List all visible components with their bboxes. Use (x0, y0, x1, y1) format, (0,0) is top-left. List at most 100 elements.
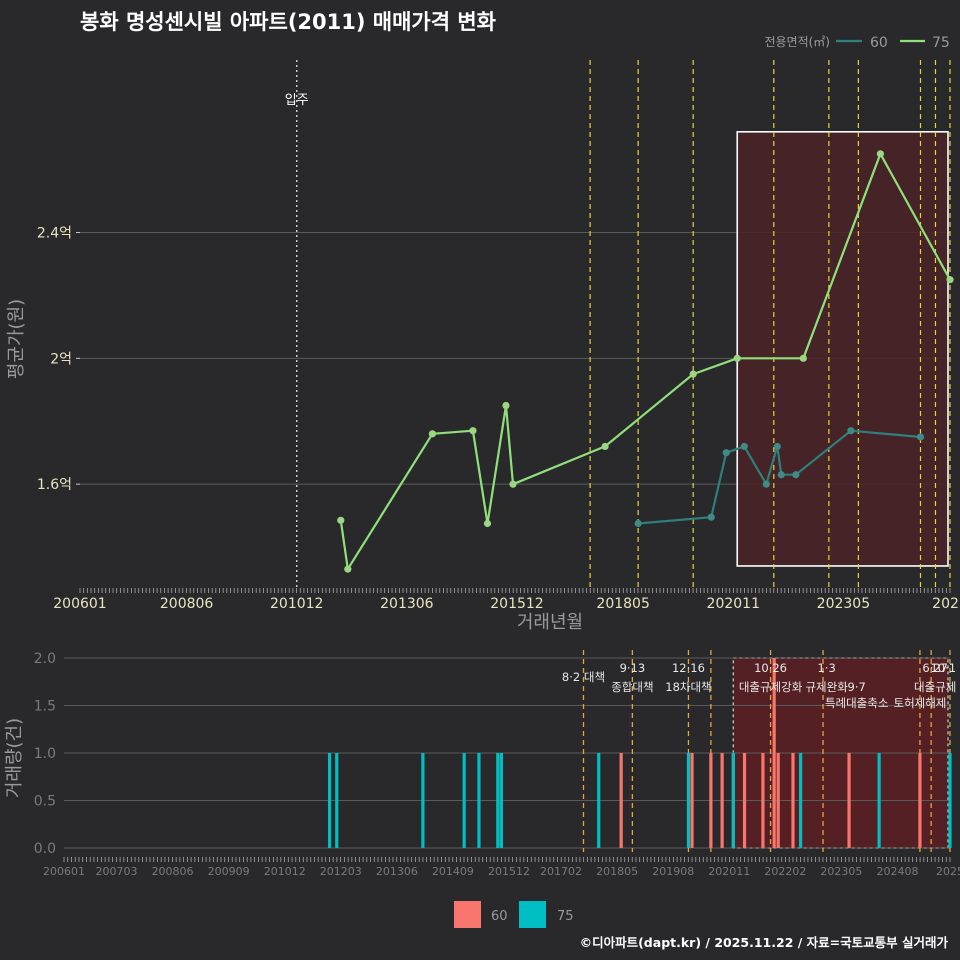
volume-bar-60 (761, 753, 765, 848)
data-point-75 (601, 442, 609, 451)
x-tick-label: 201306 (380, 596, 434, 612)
y-axis-title: 평균가(원) (6, 299, 27, 379)
volume-bar-75 (597, 753, 601, 848)
x-tick-label: 201908 (652, 865, 694, 878)
data-point-75 (946, 276, 954, 284)
policy-label: 18차대책 (665, 680, 711, 694)
x-tick-label: 2025 (936, 865, 960, 878)
volume-bar-60 (776, 753, 780, 848)
data-point-60 (634, 519, 642, 528)
volume-bar-panel: 0.0 0.5 1.0 1.5 2.0 8·2 대책 9·13 종합대책 12·16 18차대책 1… (4, 650, 960, 928)
volume-bar-60 (847, 753, 851, 848)
volume-bar-60 (742, 753, 747, 848)
x-axis-title: 거래년월 (517, 612, 583, 633)
volume-bar-75 (477, 753, 481, 848)
legend-label-75: 75 (557, 909, 574, 924)
data-point-75 (799, 354, 807, 362)
policy-label: 9·7 (848, 680, 866, 694)
data-point-60 (792, 471, 800, 479)
data-point-75 (344, 565, 352, 573)
policy-label: 특례대출축소 (825, 696, 888, 710)
price-line-panel: 1.6억 2억 2.4억 입주 200601 200806 201012 201306 2015… (6, 35, 960, 633)
move-in-label: 입주 (285, 93, 309, 108)
volume-bar-75 (335, 753, 339, 848)
data-point-60 (762, 480, 770, 488)
legend-swatch-75 (519, 901, 546, 928)
volume-bar-75 (877, 753, 881, 848)
x-tick-label: 2025 (932, 596, 960, 612)
x-tick-label: 201805 (596, 596, 649, 612)
x-tick-label: 201805 (596, 865, 638, 878)
x-tick-label: 201203 (320, 865, 362, 878)
x-tick-label: 200909 (208, 865, 250, 878)
policy-label: 종합대책 (611, 680, 653, 694)
x-tick-label: 201409 (432, 865, 474, 878)
y-axis-title: 거래량(건) (4, 718, 25, 798)
volume-bar-60 (709, 753, 713, 848)
volume-bar-75 (462, 753, 466, 848)
volume-bar-60 (791, 753, 795, 848)
policy-label: 12·16 (672, 661, 705, 675)
data-point-75 (509, 480, 517, 488)
y-tick-label: 1.5 (34, 699, 56, 715)
x-tick-label: 200703 (95, 865, 137, 878)
volume-bar-75 (496, 753, 500, 848)
chart-title: 봉화 명성센시빌 아파트(2011) 매매가격 변화 (80, 10, 497, 34)
volume-bar-75 (499, 753, 503, 848)
source-footer: ©디아파트(dapt.kr) / 2025.11.22 / 자료=국토교통부 실… (580, 935, 949, 950)
data-point-75 (876, 150, 885, 158)
y-tick-label: 1.0 (34, 746, 56, 762)
data-point-60 (847, 427, 855, 435)
volume-bar-75 (421, 753, 425, 848)
data-point-75 (689, 370, 697, 378)
data-point-60 (916, 433, 925, 441)
policy-label: 대출규제 (914, 680, 956, 694)
volume-bar-75 (686, 753, 691, 848)
volume-bar-75 (731, 753, 735, 848)
volume-bar-60 (772, 658, 776, 848)
policy-label: 1·3 (817, 661, 835, 675)
volume-bar-75 (327, 753, 332, 848)
x-tick-label: 202202 (764, 865, 806, 878)
data-point-60 (740, 442, 748, 451)
data-point-60 (777, 471, 785, 479)
volume-bar-60 (690, 753, 694, 848)
data-point-75 (469, 427, 477, 435)
data-point-75 (502, 401, 510, 410)
policy-label: 9·13 (620, 661, 646, 675)
policy-label: 대출규제강화 (739, 680, 803, 694)
y-tick-label: 2.4억 (37, 225, 72, 241)
data-point-75 (483, 519, 492, 528)
x-tick-label: 201012 (270, 596, 323, 612)
x-tick-label: 202011 (707, 596, 760, 612)
legend-label-60: 60 (491, 909, 508, 924)
y-tick-label: 2.0 (34, 651, 56, 667)
data-point-75 (733, 354, 741, 362)
volume-bar-75 (948, 753, 952, 848)
x-tick-label: 200601 (43, 865, 85, 878)
legend-label-60: 60 (870, 35, 888, 51)
policy-label: 8·2 대책 (562, 670, 605, 684)
x-tick-label: 202305 (820, 865, 862, 878)
volume-bar-60 (918, 753, 922, 848)
x-tick-label: 201512 (488, 865, 530, 878)
volume-bar-75 (799, 753, 803, 848)
data-point-75 (428, 430, 437, 438)
y-tick-label: 0.5 (34, 794, 56, 810)
data-point-60 (722, 449, 730, 457)
highlight-box (736, 131, 949, 567)
policy-label: 10·1 (930, 661, 956, 675)
y-tick-label: 1.6억 (37, 477, 72, 493)
y-tick-label: 2억 (50, 351, 72, 367)
x-tick-label: 200601 (53, 596, 106, 612)
y-tick-label: 0.0 (34, 841, 56, 857)
x-tick-label: 201512 (490, 596, 543, 612)
x-tick-label: 200806 (152, 865, 194, 878)
data-point-60 (773, 442, 781, 451)
volume-bar-60 (619, 753, 623, 848)
series-line-60 (638, 429, 921, 525)
volume-bar-60 (720, 753, 724, 848)
policy-label: 10·26 (754, 661, 787, 675)
x-tick-label: 201702 (540, 865, 582, 878)
